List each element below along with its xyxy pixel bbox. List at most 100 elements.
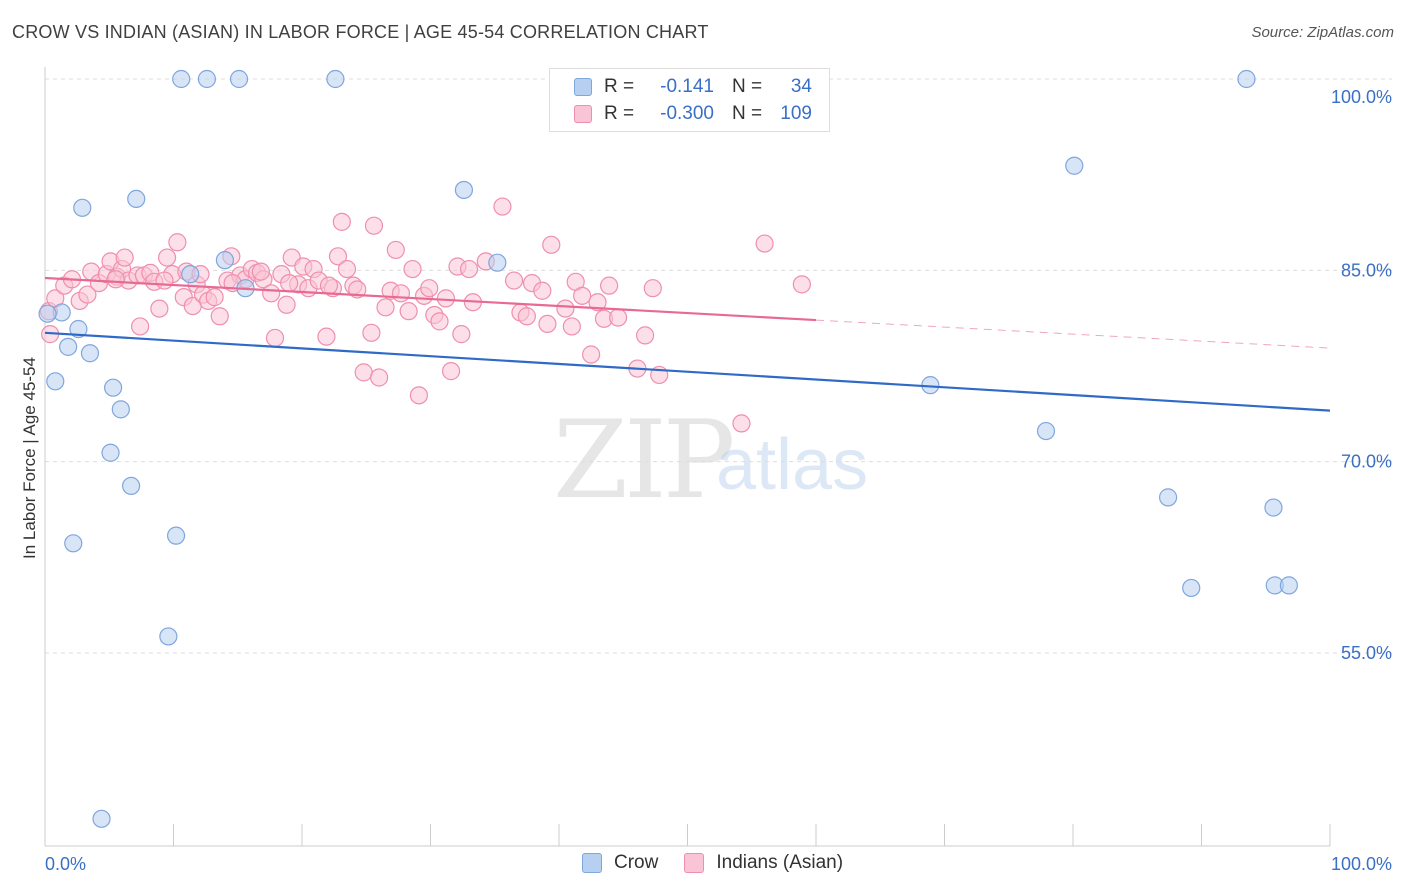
indian-point — [517, 307, 536, 326]
crow-point — [454, 180, 474, 200]
indian-point — [150, 299, 169, 318]
crow-point — [46, 372, 65, 391]
crow-point — [38, 304, 57, 323]
indian-point — [573, 286, 592, 305]
indian-point — [533, 281, 552, 300]
indian-point — [441, 362, 461, 381]
r-value: -0.141 — [660, 76, 714, 97]
indian-point — [280, 273, 299, 293]
watermark-zip: ZIP — [553, 398, 735, 523]
crow-point — [121, 476, 141, 496]
indian-point — [493, 197, 512, 216]
indian-point — [399, 302, 418, 321]
crow-point — [1182, 578, 1201, 598]
indian-point — [265, 328, 285, 348]
crow-point — [1158, 488, 1178, 507]
indian-point — [157, 248, 177, 267]
indian-point — [362, 323, 381, 342]
series-legend: Crow Indians (Asian) — [582, 852, 869, 874]
crow-point — [80, 344, 100, 363]
indian-point — [376, 298, 395, 317]
indian-point — [262, 284, 281, 303]
indian-point — [732, 414, 751, 433]
crow-point — [73, 198, 92, 217]
indian-point — [251, 262, 270, 281]
indian-point — [504, 271, 524, 290]
indian-point — [106, 270, 125, 289]
crow-trendline — [44, 331, 1331, 412]
indian-point — [635, 326, 655, 345]
y-tick-label: 100.0% — [1331, 87, 1392, 107]
indian-point — [542, 235, 561, 254]
indian-point — [205, 288, 224, 307]
crow-point — [1036, 421, 1056, 441]
indian-point — [337, 259, 357, 279]
indian-point — [155, 271, 174, 290]
indian-point — [459, 259, 479, 279]
indian-point — [452, 325, 471, 344]
indian-point — [78, 285, 97, 304]
n-label: N = — [732, 103, 763, 124]
indian-point — [317, 327, 336, 346]
chart-title: CROW VS INDIAN (ASIAN) IN LABOR FORCE | … — [12, 22, 709, 42]
crow-point — [104, 378, 123, 397]
indian-point — [210, 307, 229, 326]
indian-point — [328, 247, 348, 266]
indian-point — [168, 233, 187, 252]
indian-point — [391, 284, 411, 303]
indian-point — [582, 345, 601, 364]
r-label: R = — [604, 76, 635, 97]
indian-point — [792, 275, 811, 294]
n-label: N = — [732, 76, 763, 97]
indian-point — [588, 293, 607, 312]
watermark-atlas: atlas — [716, 425, 869, 505]
crow-point — [92, 809, 111, 828]
indian-point — [609, 308, 628, 327]
stats-legend: R = -0.141 N = 34 R = -0.300 N = 109 — [549, 68, 830, 132]
crow-point — [1264, 498, 1283, 517]
indian-point — [409, 386, 429, 405]
indian-point — [370, 368, 389, 387]
indian-point — [403, 259, 422, 279]
crow-point — [488, 253, 507, 272]
n-value: 109 — [780, 103, 812, 124]
y-tick-label: 55.0% — [1341, 643, 1392, 663]
crow-point — [159, 627, 178, 646]
indian-point — [538, 314, 557, 334]
y-axis-label: In Labor Force | Age 45-54 — [20, 357, 39, 559]
indian-legend-label: Indians (Asian) — [716, 852, 844, 873]
y-tick-label: 85.0% — [1341, 260, 1392, 280]
legend-row-crow: R = -0.141 N = 34 — [574, 76, 812, 98]
crow-legend-swatch — [582, 853, 602, 873]
crow-point — [172, 69, 191, 89]
indian-point — [436, 289, 456, 308]
legend-item-indian: Indians (Asian) — [684, 852, 843, 874]
indian-point — [354, 363, 373, 382]
crow-point — [1237, 69, 1256, 89]
r-label: R = — [604, 103, 635, 124]
n-value: 34 — [790, 76, 812, 97]
crow-point — [326, 69, 345, 89]
crow-point — [166, 526, 186, 545]
indian-point — [600, 276, 619, 295]
crow-point — [69, 319, 88, 339]
crow-point — [64, 534, 83, 553]
indian-point — [130, 317, 150, 336]
legend-item-crow: Crow — [582, 852, 658, 874]
crow-point — [229, 69, 249, 89]
indian-point — [332, 212, 351, 231]
source-label: Source: ZipAtlas.com — [1251, 24, 1394, 41]
indian-point — [420, 279, 439, 298]
indian-swatch — [574, 105, 592, 123]
crow-point — [215, 251, 234, 270]
indian-point — [556, 299, 575, 318]
indian-point — [277, 295, 296, 314]
r-value: -0.300 — [660, 103, 714, 124]
indian-point — [430, 312, 449, 331]
crow-point — [1065, 156, 1084, 175]
crow-legend-label: Crow — [614, 852, 659, 873]
indian-point — [319, 276, 339, 295]
indian-point — [364, 216, 384, 235]
crow-point — [181, 265, 200, 284]
crow-swatch — [574, 78, 592, 96]
